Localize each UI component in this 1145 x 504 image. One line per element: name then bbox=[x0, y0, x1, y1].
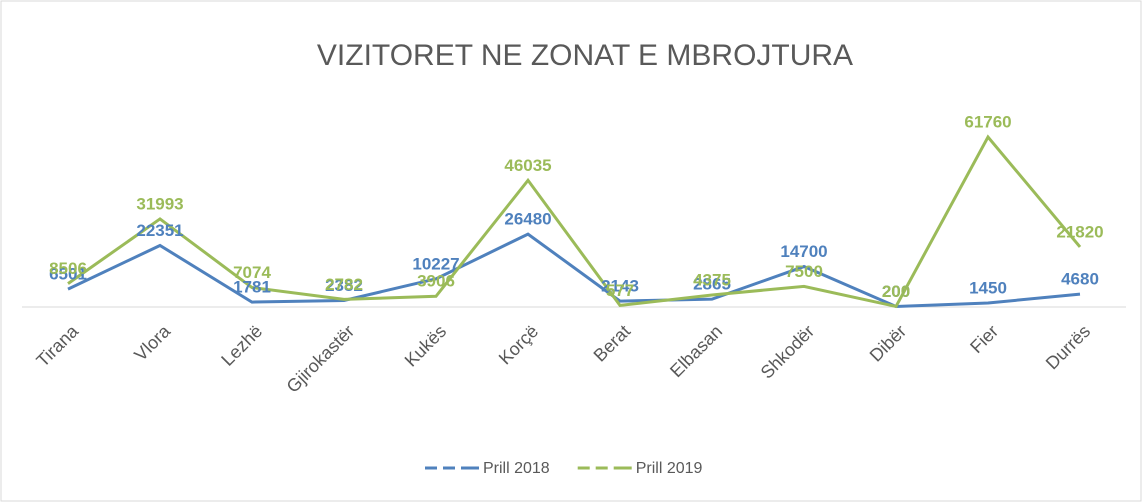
data-label: 2865 bbox=[693, 275, 731, 294]
data-label: 577 bbox=[606, 281, 634, 300]
data-label: 7074 bbox=[233, 263, 271, 282]
data-label: 14700 bbox=[780, 242, 827, 261]
data-label: 31993 bbox=[136, 194, 183, 213]
data-label: 3906 bbox=[417, 272, 455, 291]
data-label: 8506 bbox=[49, 259, 87, 278]
data-label: 2143 bbox=[601, 277, 639, 296]
data-label: 21820 bbox=[1056, 222, 1103, 241]
data-label: 26480 bbox=[504, 210, 551, 229]
data-label: 1450 bbox=[969, 278, 1007, 297]
data-label: 10227 bbox=[412, 254, 459, 273]
chart-title: VIZITORET NE ZONAT E MBROJTURA bbox=[317, 39, 853, 72]
data-label: 1781 bbox=[233, 278, 271, 297]
data-label: 200 bbox=[882, 282, 910, 301]
data-label: 200 bbox=[882, 282, 910, 301]
legend-label: Prill 2019 bbox=[636, 460, 703, 477]
series-line bbox=[67, 232, 1081, 308]
data-label: 6501 bbox=[49, 265, 87, 284]
data-label: 2782 bbox=[325, 275, 363, 294]
data-label: 46035 bbox=[504, 156, 551, 175]
data-label: 61760 bbox=[964, 112, 1011, 131]
data-label: 4375 bbox=[693, 270, 731, 289]
legend-label: Prill 2018 bbox=[483, 460, 550, 477]
data-label: 4680 bbox=[1061, 270, 1099, 289]
data-label: 22351 bbox=[136, 221, 183, 240]
series-line bbox=[67, 134, 1082, 309]
data-label: 2382 bbox=[325, 276, 363, 295]
data-label: 7500 bbox=[785, 262, 823, 281]
